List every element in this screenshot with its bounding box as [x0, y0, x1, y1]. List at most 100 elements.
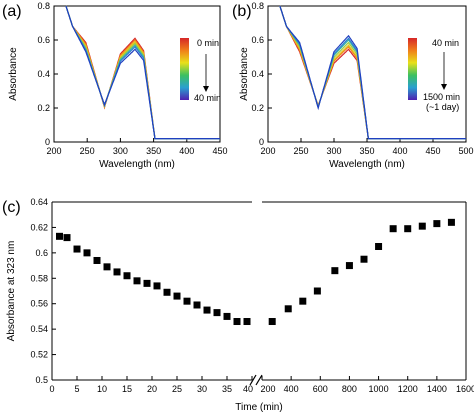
panel-c-xlabel: Time (min) [235, 402, 282, 413]
panel-c-xtick-label: 600 [313, 384, 328, 394]
panel-b-chart: 0 0.2 0.4 0.6 0.8 200 250 300 350 400 450 500 Wavel… [239, 1, 474, 170]
panel-b-ytick-label: 0.2 [251, 103, 264, 113]
panel-c-data-point [103, 263, 111, 271]
panel-c-data-point [83, 249, 91, 257]
panel-c-data-point [183, 297, 191, 305]
panel-c-data-point [360, 255, 368, 263]
panel-c-data-point [73, 245, 81, 253]
panel-c-xtick-label: 30 [197, 384, 207, 394]
panel-b-ylabel: Absorbance [239, 47, 250, 101]
panel-a-ytick-label: 0.2 [37, 103, 50, 113]
panel-c-xtick-label: 400 [284, 384, 299, 394]
panel-c-data-point [213, 309, 221, 317]
panel-c-data-point [193, 301, 201, 309]
panel-c-data-point [56, 232, 63, 240]
panel-c-chart: 0.5 0.52 0.54 0.56 0.58 0.6 0.62 0.64 0 5 10 15 20 25… [6, 197, 474, 413]
panel-c-xtick-label: 1000 [369, 384, 389, 394]
panel-c-data-point [284, 305, 292, 313]
panel-c-xtick-label: 35 [222, 384, 232, 394]
panel-c-ytick-label: 0.64 [30, 197, 48, 207]
panel-c-data-point [143, 279, 151, 287]
panel-a-xtick-label: 200 [46, 146, 61, 156]
panel-b-xtick-label: 300 [326, 146, 341, 156]
panel-c-xtick-label: 800 [342, 384, 357, 394]
axis-break-mark [249, 373, 263, 387]
panel-a-xtick-label: 450 [212, 146, 227, 156]
panel-a-ytick-label: 0 [45, 137, 50, 147]
panel-c-xtick-label: 20 [147, 384, 157, 394]
panel-c-data-point [389, 225, 397, 233]
panel-c-xtick-label: 10 [97, 384, 107, 394]
panel-a-ylabel: Absorbance [8, 47, 19, 101]
panel-c-data-point [163, 288, 171, 296]
panel-c-xtick-label: 25 [172, 384, 182, 394]
panel-a-colorbar-bottom: 40 min [194, 93, 221, 103]
panel-c-xtick-label: 200 [260, 384, 275, 394]
panel-c-data-point [418, 222, 426, 230]
panel-a-colorbar-top: 0 min [197, 38, 219, 48]
panel-a-spectrum-curve [65, 5, 220, 140]
panel-c-ytick-label: 0.6 [35, 248, 48, 258]
panel-c-data-point [433, 220, 441, 228]
panel-b-colorbar-top: 40 min [432, 38, 459, 48]
panel-a-xtick-label: 250 [80, 146, 95, 156]
panel-a-xtick-label: 350 [146, 146, 161, 156]
panel-c-data-point [299, 297, 307, 305]
panel-c-data-point [93, 256, 101, 264]
panel-b-xtick-label: 450 [425, 146, 440, 156]
panel-c-xtick-label: 5 [74, 384, 79, 394]
panel-b-xtick-label: 350 [359, 146, 374, 156]
panel-c-data-point [233, 318, 241, 326]
panel-a-spectrum-curve [65, 5, 220, 140]
panel-c-ytick-label: 0.54 [30, 324, 48, 334]
panel-a-spectrum-curve [65, 5, 220, 140]
panel-c-data-point [63, 234, 71, 242]
panel-c-xtick-label: 40 [243, 384, 253, 394]
panel-c-xtick-label: 1200 [398, 384, 418, 394]
panel-b-spectrum-curve [279, 5, 466, 140]
panel-c-data-point [133, 277, 141, 285]
panel-c-data-point [153, 282, 161, 290]
panel-c-data-point [447, 218, 455, 226]
panel-b-ytick-label: 0.8 [251, 1, 264, 11]
panel-b-ytick-label: 0.4 [251, 69, 264, 79]
panel-a-ytick-label: 0.6 [37, 35, 50, 45]
panel-c-xtick-label: 1400 [427, 384, 447, 394]
panel-c-data-point [345, 262, 353, 270]
panel-a-arrowhead [203, 86, 209, 92]
panel-b-xtick-label: 500 [458, 146, 473, 156]
panel-c-data-point [203, 306, 211, 314]
panel-a-xlabel: Wavelength (nm) [99, 159, 175, 170]
panel-a-colorbar [180, 38, 189, 100]
panel-c-ytick-label: 0.58 [30, 273, 48, 283]
panel-a-frame [53, 5, 221, 143]
panel-b-colorbar-extra: (~1 day) [426, 102, 459, 112]
panel-b-label: (b) [232, 3, 252, 20]
panel-b-arrowhead [441, 84, 447, 90]
panel-c-ylabel: Absorbance at 323 nm [6, 241, 17, 342]
panel-c-data-point [173, 292, 181, 300]
panel-a-spectrum-curve [65, 5, 220, 140]
panel-a-spectrum-curve [65, 5, 220, 140]
panel-c-xtick-label: 1600 [456, 384, 474, 394]
panel-b-colorbar [408, 38, 417, 100]
panel-a-label: (a) [2, 3, 22, 20]
panel-b-xlabel: Wavelength (nm) [329, 159, 405, 170]
panel-c-data-point [331, 267, 339, 275]
panel-c-xtick-label: 15 [122, 384, 132, 394]
panel-c-data-point [404, 225, 412, 233]
panel-b-xtick-label: 250 [293, 146, 308, 156]
panel-c-data-point [375, 243, 383, 250]
panel-c-ytick-label: 0.5 [35, 375, 48, 385]
panel-a-xtick-label: 400 [179, 146, 194, 156]
panel-a-ytick-label: 0.4 [37, 69, 50, 79]
panel-c-xtick-label: 0 [49, 384, 54, 394]
panel-c-data-point [313, 287, 321, 295]
panel-b-frame [267, 5, 467, 143]
panel-c-data-point [123, 272, 131, 280]
panel-a-spectrum-curve [65, 5, 220, 140]
panel-c-ytick-label: 0.62 [30, 222, 48, 232]
panel-b-ytick-label: 0.6 [251, 35, 264, 45]
panel-c-data-point [268, 318, 276, 326]
